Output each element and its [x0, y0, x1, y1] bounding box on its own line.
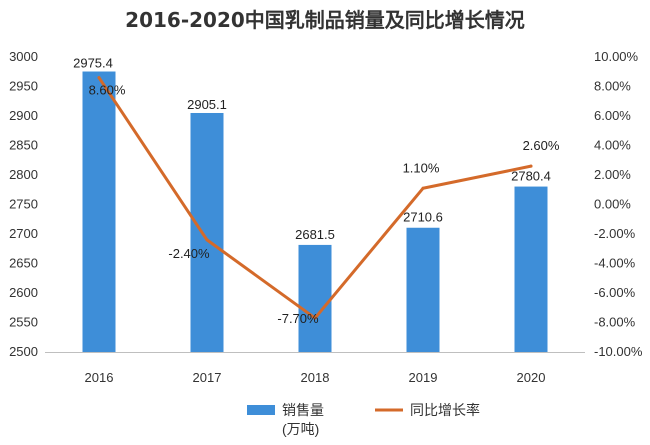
- sales-value-label: 2710.6: [403, 210, 443, 225]
- legend-line-label: 同比增长率: [410, 402, 480, 418]
- growth-rate-line: 8.60% -2.40% -7.70% 1.10% 2.60%: [89, 76, 560, 326]
- growth-rate-point-2020: [529, 164, 533, 168]
- x-tick-label: 2019: [409, 370, 438, 385]
- sales-bar-2017: [190, 112, 224, 352]
- growth-rate-value-label: 2.60%: [523, 138, 560, 153]
- right-y-tick-label: -6.00%: [594, 285, 636, 300]
- left-y-tick-label: 3000: [9, 49, 38, 64]
- left-y-axis: 2500 2550 2600 2650 2700 2750 2800 2850 2900 2950…: [9, 49, 38, 359]
- left-y-tick-label: 2550: [9, 315, 38, 330]
- growth-rate-point-2019: [421, 186, 425, 190]
- right-y-tick-label: -10.00%: [594, 344, 643, 359]
- sales-value-label: 2905.1: [187, 97, 227, 112]
- x-axis: 2016 2017 2018 2019 2020: [45, 352, 585, 385]
- left-y-tick-label: 2900: [9, 108, 38, 123]
- growth-rate-value-label: 8.60%: [89, 83, 126, 98]
- sales-value-label: 2780.4: [511, 169, 551, 184]
- x-tick-label: 2016: [85, 370, 114, 385]
- left-y-tick-label: 2500: [9, 344, 38, 359]
- x-tick-label: 2020: [517, 370, 546, 385]
- left-y-tick-label: 2750: [9, 197, 38, 212]
- right-y-tick-label: 6.00%: [594, 108, 631, 123]
- sales-bar-2019: [406, 227, 440, 352]
- chart-legend: 销售量 (万吨) 同比增长率: [247, 402, 480, 437]
- growth-rate-value-label: -2.40%: [168, 246, 210, 261]
- sales-bar-2018: [298, 244, 332, 352]
- growth-rate-point-2017: [205, 238, 209, 242]
- left-y-tick-label: 2600: [9, 285, 38, 300]
- right-y-tick-label: -2.00%: [594, 226, 636, 241]
- growth-rate-point-2016: [97, 76, 101, 80]
- legend-bar-label-line1: 销售量: [282, 402, 324, 418]
- sales-volume-bars: 2975.4 2905.1 2681.5 2710.6 2780.4: [73, 56, 551, 352]
- left-y-tick-label: 2850: [9, 138, 38, 153]
- legend-bar-label-line2: (万吨): [282, 421, 319, 437]
- left-y-tick-label: 2650: [9, 256, 38, 271]
- sales-bar-2020: [514, 186, 548, 352]
- right-y-tick-label: 2.00%: [594, 167, 631, 182]
- right-y-tick-label: 4.00%: [594, 138, 631, 153]
- right-y-axis: -10.00% -8.00% -6.00% -4.00% -2.00% 0.00% 2.00…: [594, 49, 643, 359]
- right-y-tick-label: -4.00%: [594, 256, 636, 271]
- sales-bar-2016: [82, 71, 116, 352]
- growth-rate-point-2018: [313, 316, 317, 320]
- x-tick-label: 2017: [193, 370, 222, 385]
- chart-title: 2016-2020中国乳制品销量及同比增长情况: [125, 8, 525, 32]
- sales-value-label: 2975.4: [73, 56, 113, 71]
- right-y-tick-label: -8.00%: [594, 315, 636, 330]
- left-y-tick-label: 2800: [9, 167, 38, 182]
- growth-rate-value-label: 1.10%: [403, 160, 440, 175]
- legend-bar-swatch: [247, 405, 275, 415]
- left-y-tick-label: 2700: [9, 226, 38, 241]
- left-y-tick-label: 2950: [9, 79, 38, 94]
- right-y-tick-label: 8.00%: [594, 79, 631, 94]
- x-tick-label: 2018: [301, 370, 330, 385]
- right-y-tick-label: 0.00%: [594, 197, 631, 212]
- sales-value-label: 2681.5: [295, 227, 335, 242]
- right-y-tick-label: 10.00%: [594, 49, 639, 64]
- growth-rate-value-label: -7.70%: [277, 311, 319, 326]
